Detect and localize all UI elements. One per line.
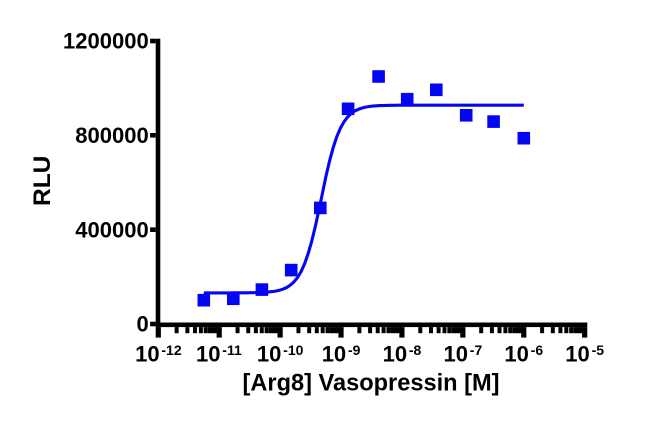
- svg-text:RLU: RLU: [29, 156, 56, 206]
- svg-text:1200000: 1200000: [63, 29, 149, 54]
- svg-text:800000: 800000: [75, 123, 148, 148]
- svg-text:10-8: 10 -8: [383, 342, 422, 367]
- svg-text:10-11: 10 -11: [196, 342, 242, 367]
- svg-text:[Arg8] Vasopressin [M]: [Arg8] Vasopressin [M]: [243, 371, 500, 397]
- svg-text:10-10: 10 -10: [257, 342, 304, 367]
- svg-text:10-12: 10 -12: [135, 342, 182, 367]
- svg-text:400000: 400000: [75, 217, 148, 242]
- svg-text:0: 0: [136, 312, 148, 337]
